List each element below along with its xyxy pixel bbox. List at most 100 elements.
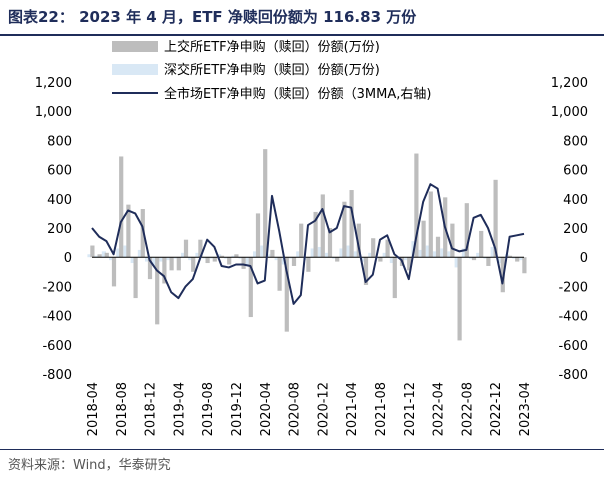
legend-label-line: 全市场ETF净申购（赎回）份额（3MMA,右轴) [164,86,431,102]
sh-bar [335,257,340,262]
sh-bar [126,204,131,258]
sz-bar [512,257,517,259]
sh-bar [263,149,268,258]
sz-bar [101,251,106,258]
sz-bar [382,252,387,258]
sh-bar [428,191,433,258]
sz-bar [267,254,272,258]
y-right-tick-label: 400 [563,193,588,208]
title-divider [0,34,604,36]
sh-bar [227,257,232,265]
sh-bar [385,239,390,258]
x-tick-label: 2023-04 [518,382,533,436]
right-axis: 1,200 1,000 800 600 400 200 0 -200 -400 -600 -800 [551,76,588,383]
sz-bar [317,246,322,258]
sh-bar [407,257,412,271]
y-left-tick-label: 400 [47,193,72,208]
sz-bar [389,257,394,264]
sz-bar [173,257,178,259]
sz-bar [375,257,380,259]
sz-bar [447,251,452,258]
y-left-tick-label: 600 [47,164,72,179]
sh-bar [313,211,318,258]
sh-bar [255,213,261,258]
sz-bar [87,254,92,258]
sh-bar [414,153,419,258]
sh-bar [515,257,520,262]
sz-bar [469,257,474,259]
sh-bar-series [90,149,527,341]
sh-bar [270,249,275,258]
x-tick-label: 2020-04 [259,382,274,436]
sz-bar [519,257,524,261]
sz-bar [238,257,243,259]
sh-bar [371,238,376,258]
y-left-tick-label: 1,000 [35,105,72,120]
y-left-tick-label: 1,200 [35,76,72,91]
y-left-tick-label: -800 [42,368,72,383]
sz-bar [217,254,222,258]
x-tick-label: 2020-12 [316,382,331,436]
sz-bar [123,245,128,258]
sh-bar [421,220,426,258]
sz-bar [145,257,150,262]
sz-bar [476,252,481,258]
sh-bar [241,257,246,269]
x-tick-label: 2018-12 [144,382,159,436]
y-right-tick-label: 1,200 [551,76,588,91]
sh-bar [363,257,369,285]
sh-bar [349,190,354,258]
sz-bar [490,246,495,258]
sz-bar [181,252,186,258]
sz-bar [346,245,351,258]
sh-bar [291,257,297,266]
x-tick-label: 2022-08 [460,382,475,436]
sz-bar [404,257,409,261]
x-tick-label: 2018-04 [86,382,101,436]
x-tick-label: 2018-08 [115,382,130,436]
sz-bar [159,257,164,262]
left-axis: 1,200 1,000 800 600 400 200 0 -200 -400 -600 -800 [35,76,72,383]
sz-bar [253,251,258,258]
sz-bar [260,245,265,258]
source-note: 资料来源：Wind，华泰研究 [8,458,171,473]
sz-bar [109,257,114,261]
y-left-tick-label: -600 [42,339,72,354]
legend-swatch-sh [112,41,158,52]
sh-bar [464,203,469,258]
sz-bar [209,257,214,259]
sz-bar [231,255,236,258]
sz-bar [332,257,337,259]
sh-bar [320,194,325,258]
sz-bar [137,249,142,258]
sh-bar [155,257,160,325]
sh-bar [522,257,527,274]
y-left-tick-label: -200 [42,280,72,295]
x-tick-label: 2022-04 [432,382,447,436]
y-right-tick-label: 800 [563,134,588,149]
sh-bar [493,179,498,258]
y-right-tick-label: 1,000 [551,105,588,120]
chart-title: 图表22： 2023 年 4 月，ETF 净赎回份额为 116.83 万份 [8,8,417,26]
sh-bar [191,257,196,272]
sh-bar [327,228,333,258]
sz-bar [94,255,99,258]
sz-bar [245,257,250,266]
sh-bar [176,257,181,271]
sh-bar [356,223,361,258]
mma-line-series [91,183,525,305]
sz-bar [166,257,171,261]
y-right-tick-label: -200 [558,280,588,295]
sh-bar [104,252,109,258]
sh-bar [111,257,117,287]
sh-bar [392,257,397,299]
legend-label-sz: 深交所ETF净申购（赎回）份额(万份) [164,62,380,78]
y-right-tick-label: -800 [558,368,588,383]
sz-bar [224,257,229,259]
sz-bar [361,257,366,262]
y-right-tick-label: 0 [580,251,588,266]
sh-bar [119,156,124,258]
sh-bar [169,257,174,271]
sz-bar [195,252,200,258]
sz-bar [188,257,193,261]
